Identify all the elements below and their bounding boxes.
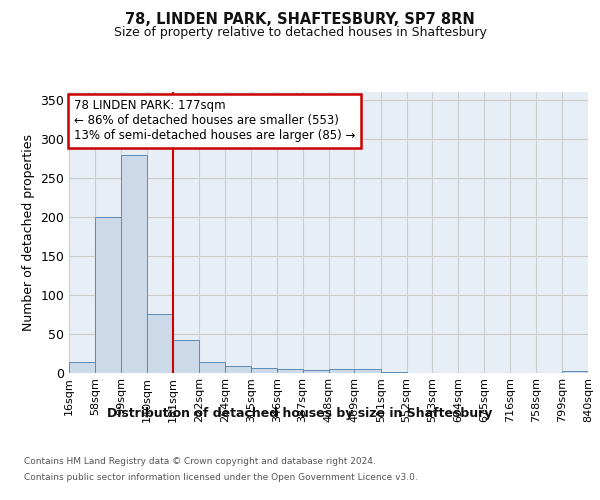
Text: Contains public sector information licensed under the Open Government Licence v3: Contains public sector information licen… [24, 472, 418, 482]
Bar [199, 362, 225, 372]
Bar [147, 314, 173, 372]
Text: 78, LINDEN PARK, SHAFTESBURY, SP7 8RN: 78, LINDEN PARK, SHAFTESBURY, SP7 8RN [125, 12, 475, 28]
Bar [355, 368, 381, 372]
Text: Distribution of detached houses by size in Shaftesbury: Distribution of detached houses by size … [107, 408, 493, 420]
Bar [95, 217, 121, 372]
Bar [69, 362, 95, 372]
Bar [277, 368, 302, 372]
Bar [562, 371, 588, 372]
Bar [173, 340, 199, 372]
Bar [121, 154, 147, 372]
Text: Contains HM Land Registry data © Crown copyright and database right 2024.: Contains HM Land Registry data © Crown c… [24, 458, 376, 466]
Bar [251, 368, 277, 372]
Y-axis label: Number of detached properties: Number of detached properties [22, 134, 35, 331]
Bar [302, 370, 329, 372]
Text: 78 LINDEN PARK: 177sqm
← 86% of detached houses are smaller (553)
13% of semi-de: 78 LINDEN PARK: 177sqm ← 86% of detached… [74, 100, 356, 142]
Bar [329, 368, 355, 372]
Bar [225, 366, 251, 372]
Text: Size of property relative to detached houses in Shaftesbury: Size of property relative to detached ho… [113, 26, 487, 39]
